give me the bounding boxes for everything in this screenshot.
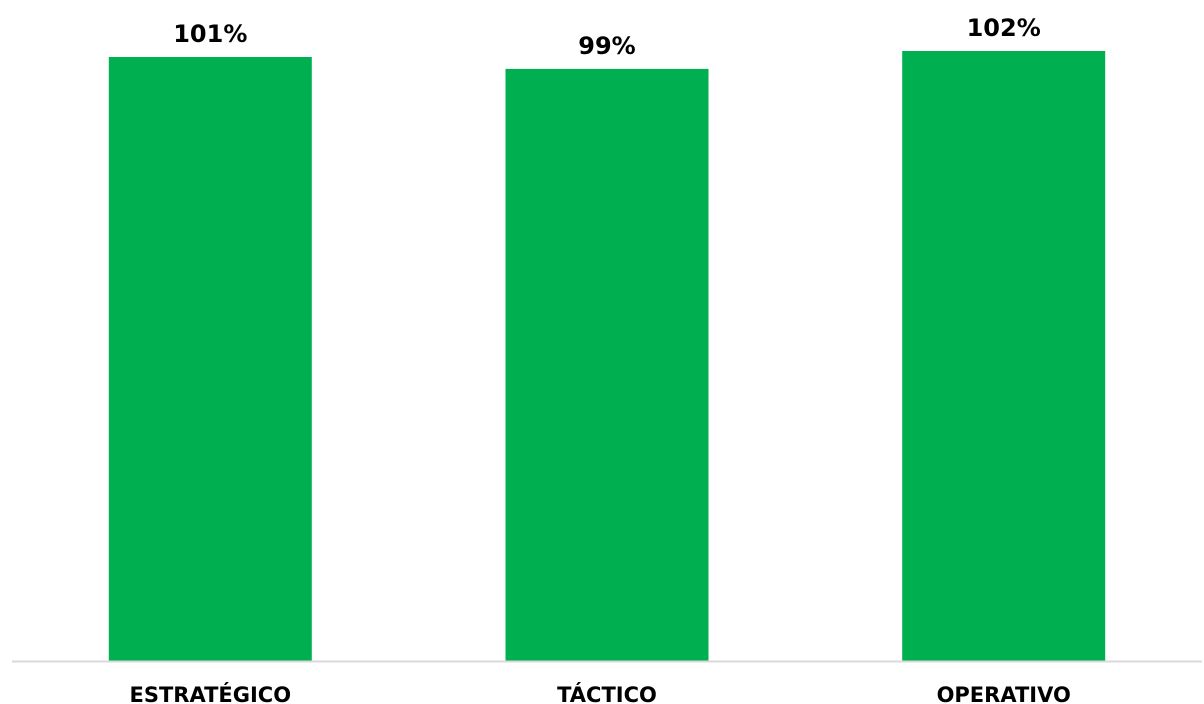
data-label-2: 102% xyxy=(967,14,1041,42)
bar-0 xyxy=(108,57,312,661)
category-label-2: OPERATIVO xyxy=(937,683,1071,704)
category-label-0: ESTRATÉGICO xyxy=(130,682,292,704)
bar-2 xyxy=(902,51,1106,661)
data-label-0: 101% xyxy=(173,20,247,48)
bars-layer xyxy=(108,51,1106,661)
category-labels-layer: ESTRATÉGICO TÁCTICO OPERATIVO xyxy=(130,682,1071,704)
category-label-1: TÁCTICO xyxy=(557,682,657,704)
data-labels-layer: 101% 99% 102% xyxy=(173,14,1041,60)
bar-1 xyxy=(505,68,709,661)
data-label-1: 99% xyxy=(578,32,635,60)
